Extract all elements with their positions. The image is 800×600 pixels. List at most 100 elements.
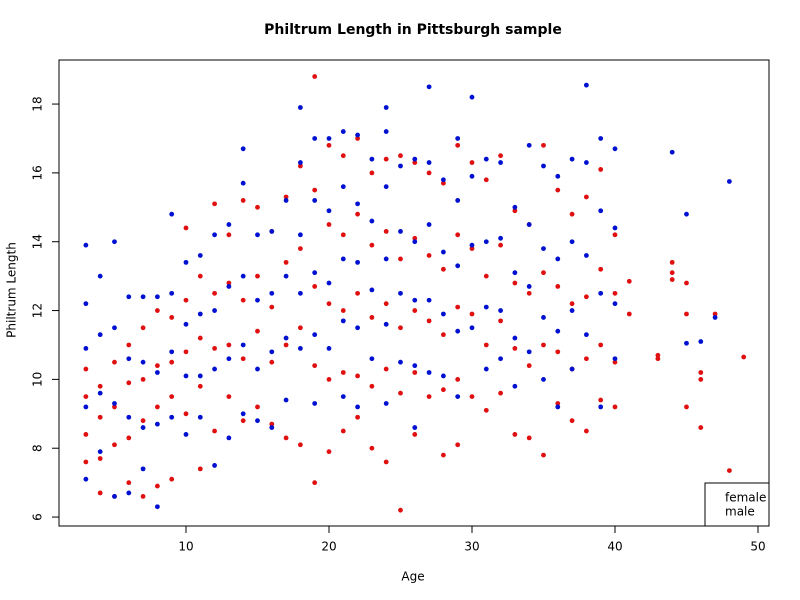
point (455, 376, 461, 382)
point (440, 311, 446, 317)
point (469, 311, 475, 317)
point (326, 449, 332, 455)
point (326, 376, 332, 382)
point (612, 225, 618, 231)
point (183, 259, 189, 265)
point (455, 304, 461, 310)
point (326, 142, 332, 148)
y-tick-label: 8 (31, 444, 45, 452)
point (212, 463, 217, 468)
point (226, 232, 232, 238)
point (112, 325, 117, 331)
point (541, 376, 546, 382)
point (283, 194, 289, 200)
legend-box (704, 482, 770, 527)
point (569, 366, 575, 372)
point (112, 359, 117, 365)
point (612, 290, 618, 296)
point (283, 259, 289, 265)
x-tick-label: 20 (321, 540, 336, 554)
point (383, 321, 389, 327)
point (412, 432, 418, 437)
point (169, 349, 175, 355)
point (183, 411, 189, 417)
point (83, 366, 89, 372)
point (154, 404, 160, 410)
point (383, 156, 389, 162)
point (483, 342, 489, 348)
point (512, 280, 518, 286)
point (212, 366, 217, 372)
point (255, 232, 260, 238)
point (340, 129, 346, 134)
point (269, 425, 275, 430)
point (154, 363, 160, 369)
point (383, 401, 389, 406)
point (355, 211, 360, 217)
point (154, 421, 160, 427)
point (269, 359, 275, 365)
point (212, 290, 217, 296)
point (169, 211, 175, 217)
y-tick-label: 18 (31, 96, 45, 111)
x-axis-label: Age (401, 570, 424, 584)
point (197, 466, 203, 472)
point (297, 325, 303, 331)
point (455, 232, 461, 238)
point (140, 294, 146, 300)
point (340, 318, 346, 324)
point (383, 301, 389, 307)
point (255, 404, 260, 410)
x-tick-label: 40 (607, 540, 622, 554)
point (483, 239, 489, 245)
x-tick-label: 50 (750, 540, 765, 554)
point (598, 136, 604, 141)
point (383, 228, 389, 234)
point (398, 256, 403, 262)
point (340, 184, 346, 190)
point (240, 342, 246, 348)
point (555, 256, 561, 262)
point (83, 242, 89, 248)
point (426, 222, 432, 227)
point (226, 394, 232, 399)
point (684, 280, 689, 286)
point (83, 346, 89, 351)
point (340, 256, 346, 262)
point (369, 242, 375, 248)
point (426, 370, 432, 375)
point (569, 308, 575, 313)
point (240, 146, 246, 152)
point (612, 301, 618, 307)
point (555, 173, 561, 179)
point (312, 401, 318, 406)
point (212, 346, 217, 351)
point (583, 82, 589, 88)
point (498, 308, 503, 313)
point (340, 428, 346, 434)
point (541, 163, 546, 169)
point (169, 394, 175, 399)
point (398, 153, 403, 159)
point (297, 290, 303, 296)
point (126, 435, 132, 441)
point (197, 373, 203, 379)
point (412, 156, 418, 162)
point (255, 297, 260, 303)
point (112, 404, 117, 410)
point (112, 442, 117, 448)
point (512, 204, 518, 210)
point (169, 290, 175, 296)
point (669, 277, 675, 282)
point (226, 435, 232, 441)
point (140, 325, 146, 331)
point (598, 290, 604, 296)
point (126, 414, 132, 420)
point (512, 270, 518, 276)
point (498, 235, 503, 241)
point (583, 356, 589, 362)
point (698, 425, 704, 430)
point (398, 507, 403, 513)
